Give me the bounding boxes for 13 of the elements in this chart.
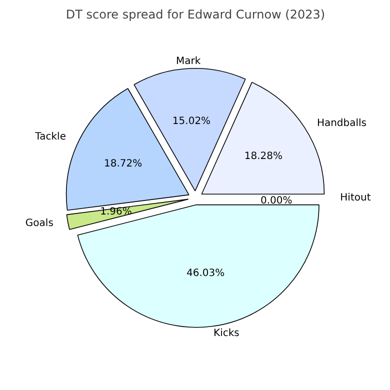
data-label: 46.03% [186,268,225,280]
slice-label: Tackle [34,132,66,143]
slice-label: Mark [176,56,201,67]
text: 0.00% [260,195,292,206]
slice-label: Handballs [316,118,367,130]
slice-label: Kicks [214,328,240,339]
data-label: 18.28% [244,150,283,162]
category-label: Hitout [340,192,371,204]
slice-label: Goals [25,218,54,229]
chart-title: DT score spread for Edward Curnow (2023) [66,8,326,22]
data-label: 15.02% [172,116,211,128]
data-label: 18.72% [104,158,142,170]
data-label: 1.96% [100,206,132,218]
